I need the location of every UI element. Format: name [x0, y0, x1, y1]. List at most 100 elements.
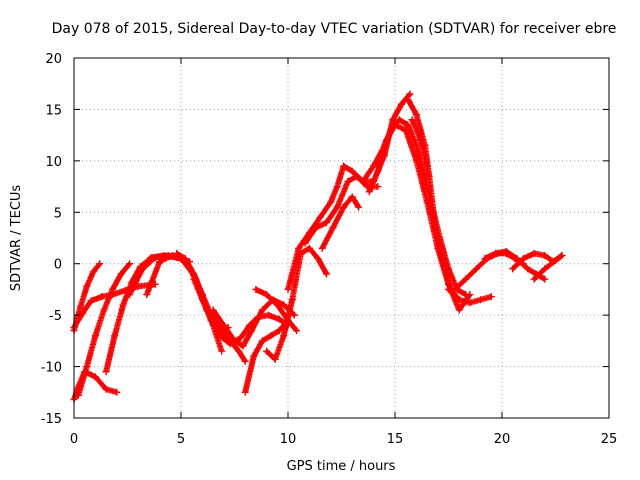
data-point	[472, 265, 480, 273]
data-point	[530, 275, 538, 283]
data-point	[248, 327, 256, 335]
data-point	[333, 183, 341, 191]
series-line	[533, 254, 563, 280]
data-point	[391, 121, 399, 129]
data-point	[481, 255, 489, 263]
data-point	[207, 316, 215, 324]
data-point	[530, 249, 538, 257]
data-point	[412, 157, 420, 165]
data-point	[258, 306, 266, 314]
y-tick-label: -5	[49, 309, 62, 324]
x-tick-label: 15	[387, 432, 404, 447]
data-point	[425, 172, 433, 180]
data-point	[327, 198, 335, 206]
data-point	[280, 301, 288, 309]
series-arc-21	[445, 285, 495, 307]
data-point	[173, 249, 181, 257]
data-point	[252, 285, 260, 293]
data-point	[541, 252, 549, 259]
series-arc-8	[173, 249, 249, 365]
data-point	[87, 297, 95, 305]
data-point	[190, 275, 198, 283]
data-point	[466, 299, 474, 307]
data-point	[333, 203, 341, 211]
data-point	[389, 116, 397, 124]
data-point	[74, 391, 82, 399]
data-point	[509, 265, 517, 273]
data-point	[98, 293, 106, 301]
series-markers	[285, 91, 413, 293]
data-point	[340, 162, 348, 170]
series-line	[304, 175, 378, 244]
series-arc-6	[126, 252, 226, 355]
data-point	[397, 100, 405, 108]
data-point	[156, 258, 164, 266]
y-tick-label: 10	[45, 155, 62, 170]
series-arc-20	[408, 116, 431, 170]
data-point	[226, 340, 234, 348]
data-series	[70, 90, 566, 403]
data-point	[412, 141, 420, 149]
data-point	[312, 224, 320, 232]
data-point	[89, 268, 97, 276]
data-point	[295, 244, 303, 252]
data-point	[455, 296, 463, 304]
data-point	[288, 296, 296, 304]
data-point	[273, 301, 281, 309]
data-point	[519, 255, 527, 263]
data-point	[102, 368, 110, 376]
data-point	[241, 388, 249, 396]
series-line	[244, 319, 289, 393]
data-point	[363, 183, 371, 191]
data-point	[258, 337, 266, 345]
data-point	[370, 162, 378, 170]
series-markers	[126, 252, 225, 355]
series-arc-12	[252, 285, 301, 335]
x-tick-label: 25	[601, 432, 618, 447]
series-line	[287, 93, 411, 290]
data-point	[423, 162, 431, 170]
series-arc-9	[190, 275, 292, 348]
data-point	[220, 321, 228, 329]
data-point	[558, 252, 566, 259]
y-tick-label: 0	[54, 258, 62, 273]
data-point	[250, 352, 258, 360]
data-point	[91, 373, 99, 381]
series-arc-23	[481, 247, 549, 283]
data-point	[239, 342, 247, 350]
data-point	[445, 285, 452, 293]
y-tick-label: 15	[45, 103, 62, 118]
data-point	[139, 265, 146, 273]
data-point	[451, 285, 459, 293]
data-point	[359, 177, 367, 185]
data-point	[117, 270, 125, 278]
data-point	[323, 219, 330, 227]
data-point	[284, 285, 292, 293]
data-point	[404, 121, 412, 129]
data-point	[513, 255, 521, 263]
data-point	[280, 332, 288, 340]
data-point	[395, 116, 403, 124]
data-point	[198, 296, 206, 304]
y-tick-label: 5	[54, 206, 62, 221]
data-point	[143, 291, 151, 299]
chart-title: Day 078 of 2015, Sidereal Day-to-day VTE…	[52, 21, 617, 37]
series-arc-14	[284, 90, 414, 293]
series-line	[266, 247, 328, 361]
y-axis-ticks: -15 -10 -5 0 5 10 15 20	[41, 52, 609, 427]
data-point	[293, 327, 301, 335]
data-point	[237, 334, 245, 342]
data-point	[462, 275, 470, 283]
series-markers	[103, 252, 193, 375]
data-point	[209, 306, 217, 314]
data-point	[318, 244, 326, 252]
data-point	[462, 291, 470, 299]
series-markers	[366, 121, 473, 313]
data-point	[91, 332, 99, 340]
data-point	[412, 111, 420, 119]
data-point	[96, 260, 104, 268]
data-point	[406, 90, 414, 98]
y-tick-label: 20	[45, 52, 62, 67]
data-point	[445, 265, 452, 273]
